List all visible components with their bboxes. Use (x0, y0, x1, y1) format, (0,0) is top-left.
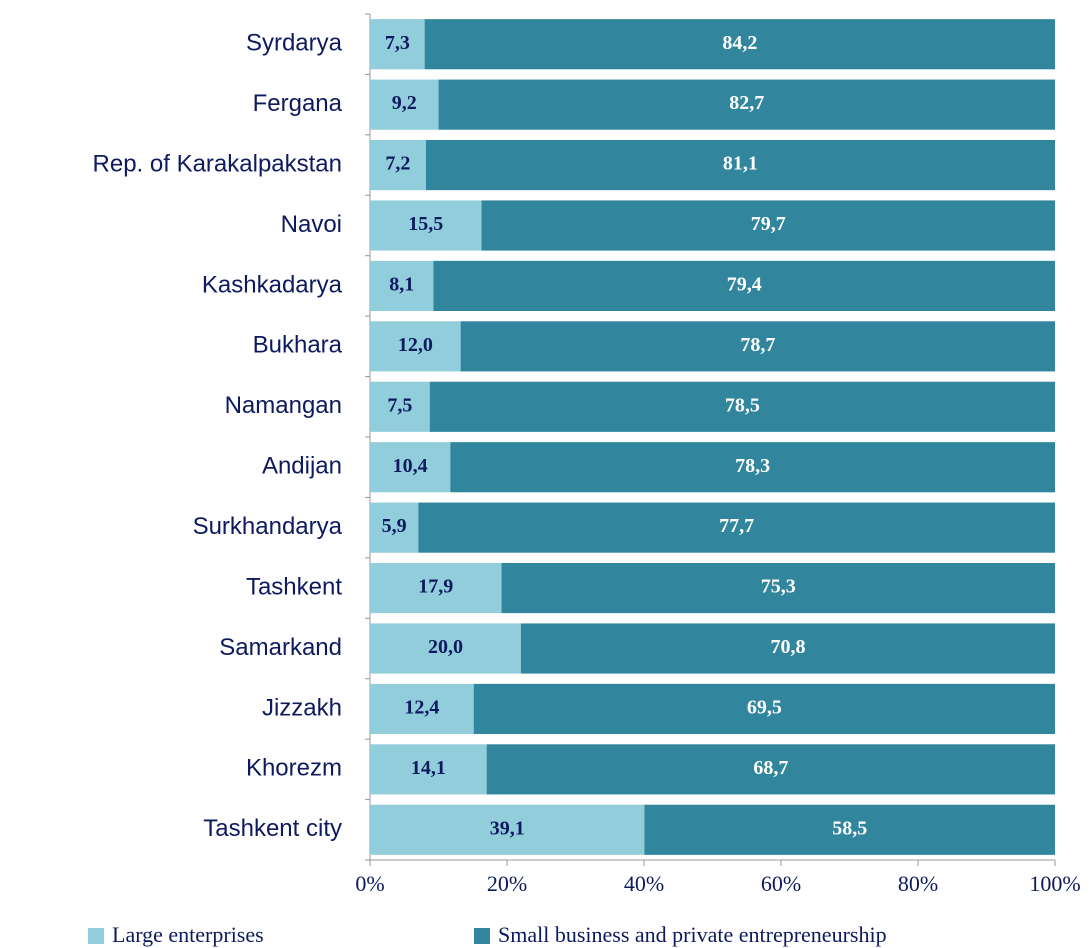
bar-segment (370, 381, 430, 432)
data-label: 79,4 (727, 274, 762, 296)
x-tick-label: 60% (761, 871, 801, 896)
data-label: 39,1 (490, 817, 525, 839)
data-label: 81,1 (723, 153, 758, 175)
bar-segment (433, 260, 1055, 312)
bar-segment (450, 442, 1055, 493)
legend-swatch (474, 928, 490, 944)
data-label: 8,1 (389, 274, 414, 296)
bar-segment (370, 623, 521, 674)
data-label: 70,8 (770, 636, 805, 658)
category-label: Surkhandarya (193, 513, 343, 540)
data-label: 20,0 (428, 636, 463, 658)
category-label: Bukhara (253, 332, 343, 359)
category-label: Samarkand (219, 634, 342, 661)
bar-segment (501, 562, 1055, 614)
legend-label: Large enterprises (112, 922, 264, 947)
category-label: Kashkadarya (202, 271, 343, 298)
category-label: Andijan (262, 453, 342, 480)
bar-segment (370, 19, 425, 70)
data-label: 10,4 (393, 455, 428, 477)
category-label: Rep. of Karakalpakstan (93, 150, 342, 177)
data-label: 84,2 (722, 32, 757, 54)
data-label: 78,3 (735, 455, 770, 477)
bar-segment (486, 744, 1055, 795)
data-label: 79,7 (751, 213, 786, 235)
category-label: Jizzakh (262, 694, 342, 721)
category-label: Tashkent (246, 573, 342, 600)
x-tick-label: 20% (487, 871, 527, 896)
bar-segment (481, 200, 1056, 251)
category-label: Khorezm (246, 755, 342, 782)
bar-segment (429, 381, 1055, 432)
bar-segment (370, 804, 645, 855)
bar-segment (520, 623, 1055, 674)
data-label: 12,4 (404, 697, 439, 719)
data-label: 78,5 (725, 394, 760, 416)
bar-segment (424, 19, 1055, 70)
category-label: Namangan (225, 392, 342, 419)
bar-segment (370, 683, 474, 735)
bar-segment (438, 79, 1055, 130)
data-label: 7,5 (387, 394, 412, 416)
category-label: Fergana (253, 90, 343, 117)
data-label: 75,3 (761, 576, 796, 598)
category-label: Tashkent city (203, 815, 342, 842)
data-label: 9,2 (392, 92, 417, 114)
data-label: 77,7 (719, 515, 754, 537)
data-label: 78,7 (740, 334, 775, 356)
data-label: 17,9 (418, 576, 453, 598)
bar-segment (370, 79, 439, 130)
x-tick-label: 100% (1029, 871, 1080, 896)
legend-label: Small business and private entrepreneurs… (498, 922, 887, 947)
bar-segment (370, 562, 502, 614)
category-label: Navoi (281, 211, 342, 238)
bar-segment (370, 321, 461, 372)
bar-segment (644, 804, 1055, 855)
data-label: 14,1 (411, 757, 446, 779)
category-label: Syrdarya (246, 30, 343, 57)
x-tick-label: 0% (355, 871, 384, 896)
data-label: 15,5 (408, 213, 443, 235)
bar-segment (473, 683, 1055, 735)
bar-segment (460, 321, 1056, 372)
data-label: 5,9 (382, 515, 407, 537)
data-label: 7,2 (385, 153, 410, 175)
bar-segment (370, 442, 451, 493)
bar-segment (370, 200, 482, 251)
bar-segment (370, 260, 434, 312)
x-tick-label: 80% (898, 871, 938, 896)
legend-swatch (88, 928, 104, 944)
data-label: 12,0 (398, 334, 433, 356)
data-label: 82,7 (729, 92, 764, 114)
bar-segment (370, 502, 419, 553)
data-label: 68,7 (753, 757, 788, 779)
x-tick-label: 40% (624, 871, 664, 896)
data-label: 58,5 (832, 817, 867, 839)
bar-segment (425, 139, 1055, 191)
bar-segment (370, 139, 426, 191)
data-label: 7,3 (385, 32, 410, 54)
data-label: 69,5 (747, 697, 782, 719)
bar-segment (418, 502, 1056, 553)
bar-segment (370, 744, 487, 795)
